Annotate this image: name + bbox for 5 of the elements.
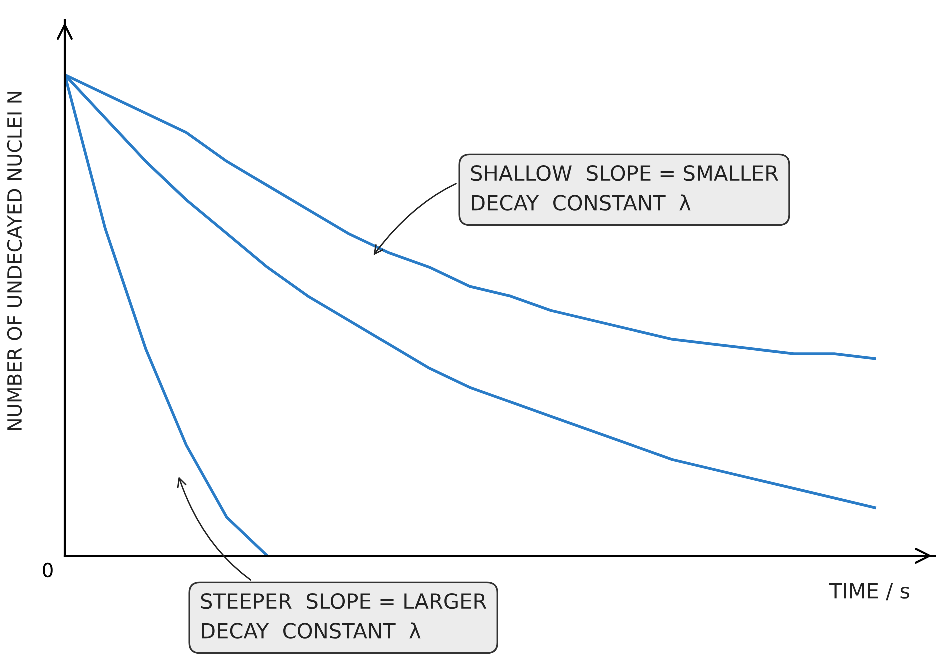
x-axis-title: TIME / s	[829, 583, 910, 601]
y-axis-title: NUMBER OF UNDECAYED NUCLEI N	[7, 92, 22, 430]
annotation: SHALLOW SLOPE = SMALLER DECAY CONSTANT λ	[471, 165, 778, 211]
text: STEEPER SLOPE = LARGER DECAY CONSTANT λ	[201, 593, 487, 639]
text: 0	[43, 562, 53, 578]
